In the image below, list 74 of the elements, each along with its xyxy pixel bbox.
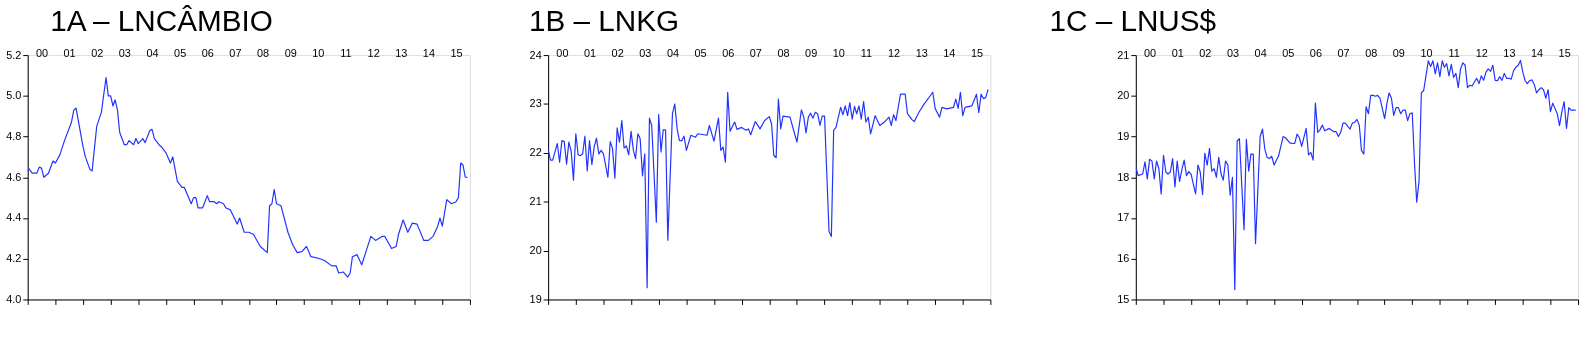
x-tick-label: 14 [422, 46, 435, 59]
y-tick-label: 21 [529, 195, 542, 208]
x-tick-label: 09 [284, 46, 297, 59]
x-tick-label: 13 [395, 46, 408, 59]
x-tick-label: 01 [63, 46, 76, 59]
x-tick-label: 07 [1337, 46, 1350, 59]
x-tick-label: 01 [583, 46, 597, 59]
x-tick-label: 08 [777, 46, 790, 59]
x-tick-label: 04 [146, 46, 159, 59]
x-tick-label: 07 [749, 46, 762, 59]
x-tick-label: 15 [450, 46, 463, 59]
x-tick-label: 13 [915, 46, 928, 59]
y-tick-label: 4.2 [6, 252, 22, 265]
x-tick-label: 05 [174, 46, 187, 59]
x-tick-label: 05 [1282, 46, 1295, 59]
x-tick-label: 13 [1503, 46, 1516, 59]
x-tick-label: 00 [1144, 46, 1157, 59]
x-tick-label: 09 [1392, 46, 1405, 59]
chart-title: 1B – LNKG [529, 4, 680, 38]
x-tick-label: 01 [1171, 46, 1184, 59]
x-tick-label: 14 [1530, 46, 1544, 59]
x-tick-label: 10 [1420, 46, 1433, 59]
chart-title: 1C – LNUS$ [1049, 4, 1217, 38]
y-tick-label: 5.2 [6, 48, 22, 61]
x-tick-label: 06 [722, 46, 735, 59]
x-tick-label: 02 [1199, 46, 1212, 59]
line-series [27, 76, 469, 278]
x-tick-label: 11 [340, 46, 352, 59]
x-tick-label: 00 [556, 46, 569, 59]
x-tick-label: 12 [888, 46, 901, 59]
x-tick-label: 08 [257, 46, 270, 59]
y-tick-label: 4.8 [6, 130, 22, 142]
x-tick-label: 11 [860, 46, 873, 59]
y-tick-label: 24 [529, 48, 542, 61]
x-tick-label: 05 [694, 46, 707, 59]
x-tick-label: 08 [1365, 46, 1378, 59]
x-tick-label: 00 [35, 46, 49, 59]
line-series [548, 88, 989, 289]
y-tick-label: 20 [1117, 89, 1130, 102]
x-tick-label: 03 [118, 46, 131, 59]
x-tick-label: 03 [639, 46, 652, 59]
x-tick-label: 02 [91, 46, 104, 59]
y-tick-label: 4.4 [6, 211, 22, 224]
y-tick-label: 4.0 [6, 292, 22, 305]
y-tick-label: 18 [1117, 170, 1130, 183]
y-tick-label: 15 [1117, 292, 1130, 305]
x-tick-label: 10 [832, 46, 845, 59]
x-tick-label: 14 [943, 46, 956, 59]
x-tick-label: 10 [312, 46, 325, 59]
x-tick-label: 02 [611, 46, 624, 59]
x-tick-label: 07 [229, 46, 242, 59]
x-tick-label: 04 [666, 46, 679, 59]
x-tick-label: 12 [367, 46, 380, 59]
x-tick-label: 11 [1448, 46, 1460, 59]
x-tick-label: 04 [1254, 46, 1267, 59]
y-tick-label: 4.6 [6, 170, 22, 183]
x-tick-label: 09 [805, 46, 818, 59]
y-tick-label: 21 [1117, 48, 1130, 61]
x-tick-label: 15 [970, 46, 983, 59]
y-tick-label: 5.0 [6, 89, 22, 102]
x-tick-label: 06 [201, 46, 214, 59]
chart-title: 1A – LNCÂMBIO [50, 4, 273, 38]
x-tick-label: 15 [1558, 46, 1571, 59]
y-tick-label: 19 [1117, 130, 1130, 142]
y-tick-label: 16 [1117, 252, 1130, 265]
x-tick-label: 03 [1226, 46, 1239, 59]
y-tick-label: 19 [529, 292, 542, 305]
y-tick-label: 17 [1117, 211, 1130, 224]
y-tick-label: 23 [529, 97, 542, 110]
x-tick-label: 12 [1475, 46, 1488, 59]
y-tick-label: 20 [529, 244, 542, 257]
y-tick-label: 22 [529, 146, 542, 159]
x-tick-label: 06 [1309, 46, 1322, 59]
line-series [1135, 59, 1577, 291]
